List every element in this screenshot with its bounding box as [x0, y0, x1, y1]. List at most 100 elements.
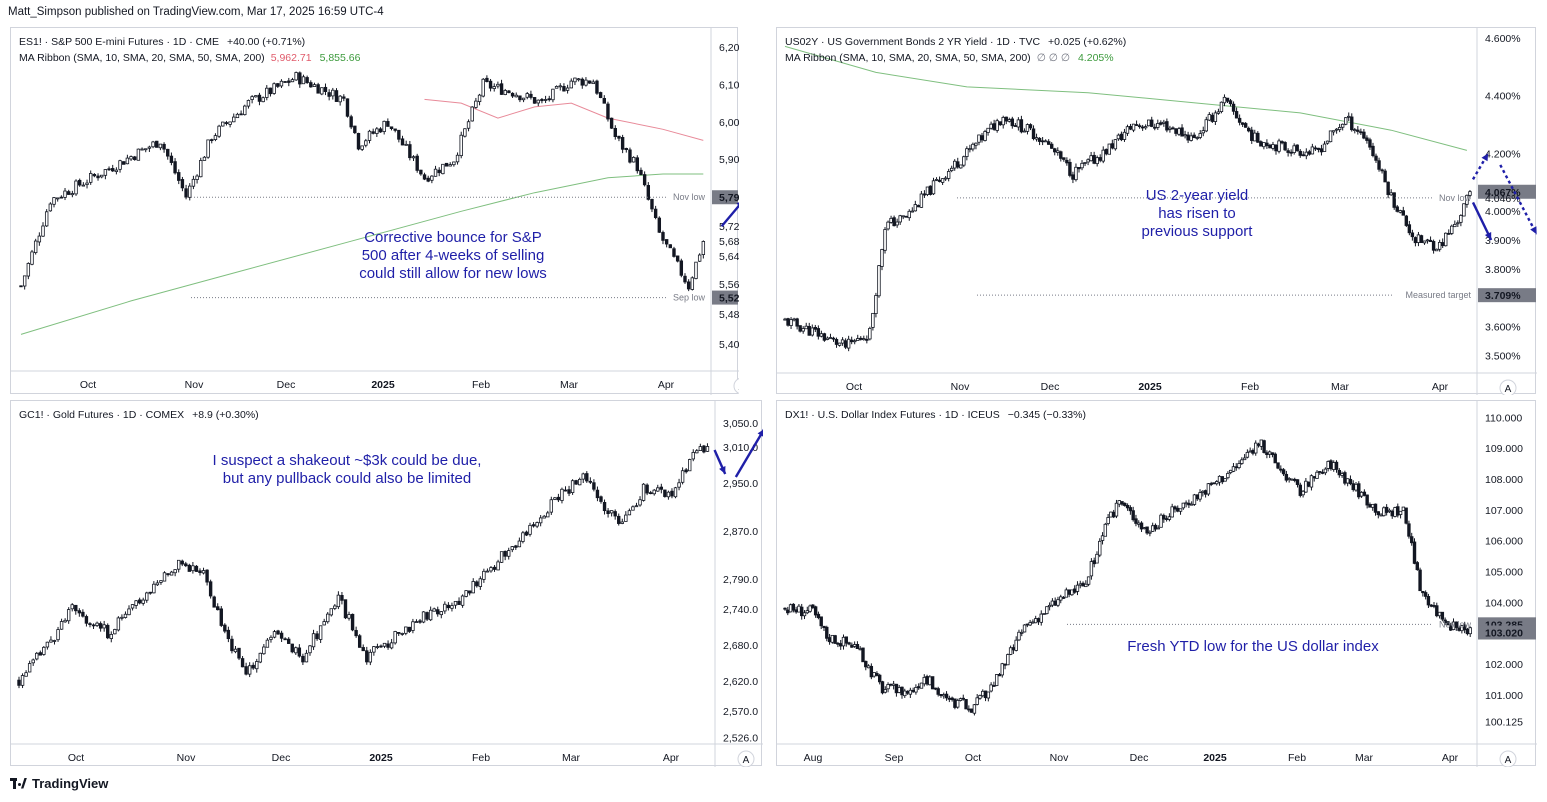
candle-body: [450, 605, 454, 609]
projection-arrow: [1499, 164, 1537, 235]
chart-header: DX1! · U.S. Dollar Index Futures · 1D · …: [785, 409, 1000, 421]
candle-body: [642, 174, 647, 186]
candle-body: [1304, 480, 1308, 493]
candle-body: [691, 452, 695, 460]
candle-body: [683, 275, 687, 283]
candle-body: [1153, 524, 1158, 530]
candle-body: [895, 221, 899, 226]
candle-body: [1334, 128, 1339, 131]
candle-body: [998, 121, 1002, 126]
candle-body: [562, 86, 566, 92]
candle-body: [100, 174, 104, 178]
candle-body: [1332, 462, 1336, 470]
candle-body: [1117, 500, 1121, 505]
candle-body: [1156, 527, 1160, 530]
candle-body: [567, 489, 571, 494]
y-tick-label: 3,010.0: [723, 442, 758, 454]
candle-body: [301, 76, 306, 85]
candle-body: [543, 99, 548, 101]
candle-body: [134, 600, 138, 606]
x-tick-label: Dec: [277, 379, 296, 391]
candle-body: [375, 646, 380, 648]
candle-body: [1119, 133, 1124, 141]
candle-body: [986, 691, 991, 699]
arrow-head: [1481, 153, 1489, 162]
candle-body: [892, 217, 896, 227]
candle-body: [792, 318, 796, 321]
candle-body: [1074, 166, 1078, 181]
candle-body: [1059, 151, 1063, 159]
candle-body: [1465, 194, 1469, 205]
candle-body: [837, 342, 842, 346]
candle-body: [122, 161, 126, 165]
candle-body: [297, 647, 302, 657]
candle-body: [1465, 628, 1470, 635]
candle-body: [1156, 123, 1160, 128]
candle-body: [354, 630, 358, 637]
candle-body: [109, 634, 113, 639]
candle-body: [1019, 119, 1024, 133]
candle-body: [1280, 141, 1284, 144]
chart-panel-gc[interactable]: 3,050.0 3,010.0 2,950.0 2,870.0 2,790.0 2,740…: [10, 400, 763, 767]
candle-body: [1319, 148, 1324, 153]
candle-body: [1295, 144, 1299, 152]
candle-body: [1031, 621, 1035, 624]
candle-body: [1412, 541, 1417, 564]
arrow-head: [1484, 232, 1492, 240]
candle-body: [474, 100, 478, 108]
annotation-text: has risen to: [1158, 205, 1236, 222]
candle-body: [1043, 140, 1048, 143]
candle-body: [1316, 147, 1321, 150]
candle-body: [1383, 170, 1387, 183]
candle-body: [648, 492, 653, 495]
candle-body: [871, 312, 875, 328]
candle-body: [205, 569, 209, 583]
candle-body: [1289, 151, 1293, 154]
candle-body: [467, 590, 472, 594]
candle-body: [1356, 129, 1360, 132]
candle-body: [936, 688, 940, 695]
candle-body: [239, 113, 243, 116]
candle-body: [318, 625, 323, 640]
candle-body: [1312, 476, 1316, 479]
candle-body: [91, 624, 96, 627]
candle-body: [489, 567, 493, 572]
chart-panel-us02y[interactable]: 4.600% 4.400% 4.200% 4.000% 3.900% 3.800% 3.60…: [776, 27, 1537, 395]
y-tick-label: 2,680.0: [723, 640, 758, 652]
candle-body: [613, 127, 617, 138]
candle-body: [1270, 452, 1275, 455]
chart-panel-dx[interactable]: 110.000 109.000 108.000 107.000 106.000 105.0…: [776, 400, 1537, 767]
candle-body: [861, 647, 865, 663]
candle-body: [1416, 234, 1421, 243]
candle-body: [347, 614, 351, 619]
candle-body: [408, 144, 412, 159]
candle-body: [265, 639, 270, 648]
candle-body: [521, 532, 525, 542]
x-tick-label: Feb: [1241, 381, 1259, 393]
candle-body: [1145, 526, 1149, 534]
candle-body: [1201, 490, 1205, 493]
candle-body: [41, 225, 45, 237]
candle-body: [1371, 503, 1375, 508]
candle-body: [1373, 503, 1378, 513]
candle-body: [574, 480, 578, 485]
tradingview-footer[interactable]: TradingView: [10, 776, 108, 791]
price-label-box: [1478, 288, 1536, 303]
candle-body: [485, 77, 489, 83]
candle-body: [247, 665, 252, 675]
candle-body: [421, 611, 426, 623]
candle-body: [290, 79, 295, 83]
candle-body: [705, 446, 710, 452]
candle-body: [1017, 631, 1021, 641]
candle-body: [1225, 97, 1230, 102]
tradingview-brand: TradingView: [32, 776, 109, 791]
candle-body: [901, 215, 905, 218]
candle-body: [176, 559, 181, 570]
candle-body: [1212, 482, 1216, 485]
candle-body: [638, 499, 642, 506]
candle-body: [443, 603, 447, 612]
candle-body: [869, 665, 874, 678]
candle-body: [1315, 471, 1319, 479]
chart-panel-es[interactable]: 6,200.00 6,100.00 6,000.00 5,900.00 5,720.00…: [10, 27, 739, 395]
candle-body: [830, 634, 835, 643]
